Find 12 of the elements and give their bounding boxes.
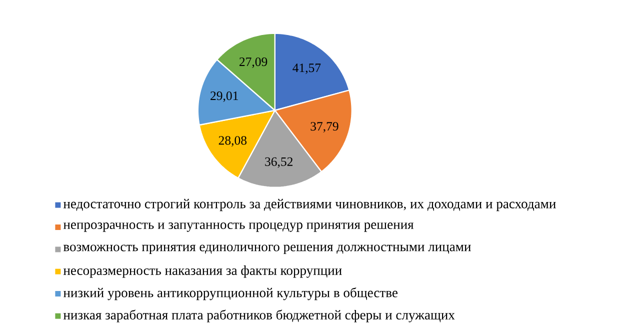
legend-label: возможность принятия единоличного решения должностными лицами bbox=[63, 244, 471, 254]
data-label: 27,09 bbox=[240, 57, 268, 68]
legend-label: непрозрачность и запутанность процедур принятия решения bbox=[63, 222, 414, 232]
data-label: 36,52 bbox=[265, 157, 292, 168]
data-label: 37,79 bbox=[310, 122, 338, 132]
legend-label: низкий уровень антикоррупционной культуры в обществе bbox=[63, 287, 398, 300]
data-label: 28,08 bbox=[218, 136, 247, 147]
data-label: 29,01 bbox=[210, 91, 238, 102]
legend-label: несоразмерность наказания за факты коррупции bbox=[63, 265, 342, 278]
legend-label: низкая заработная плата работников бюджетной сферы и служащих bbox=[63, 310, 455, 322]
legend-label: недостаточно строгий контроль за действиями чиновников, их доходами и расходами bbox=[63, 198, 556, 212]
data-label: 41,57 bbox=[292, 64, 321, 74]
